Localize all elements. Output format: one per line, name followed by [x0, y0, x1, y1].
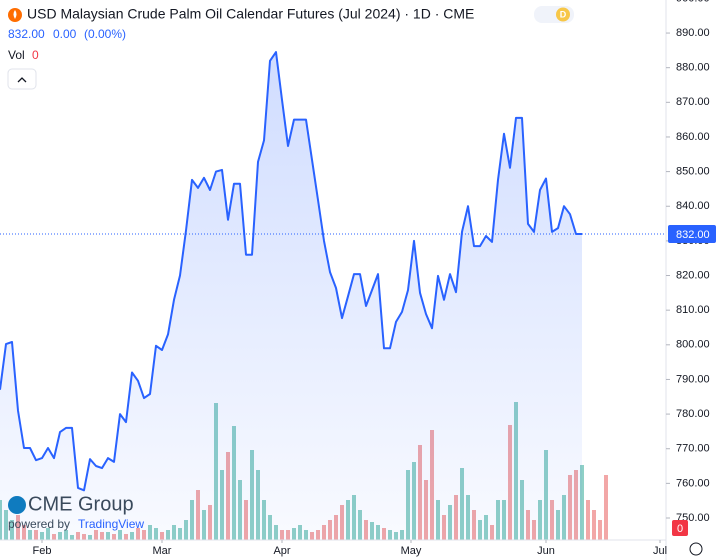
price-line: [0, 51, 582, 492]
volume-bar: [598, 520, 602, 540]
chart-title: USD Malaysian Crude Palm Oil Calendar Fu…: [27, 6, 474, 22]
change-pct: (0.00%): [84, 27, 126, 41]
y-tick-label: 820.00: [676, 269, 710, 281]
volume-bar: [592, 510, 596, 540]
collapse-button[interactable]: [7, 68, 37, 90]
y-tick-label: 770.00: [676, 443, 710, 455]
last-price-badge: [668, 224, 716, 243]
last-price: 832.00: [8, 27, 45, 41]
badge-dot: [556, 7, 570, 22]
y-tick-label: 840.00: [676, 200, 710, 212]
last-price-badge-label: 832.00: [676, 229, 710, 241]
x-tick-label: May: [401, 545, 422, 557]
y-tick-label: 900.00: [676, 0, 710, 4]
y-tick-label: 790.00: [676, 373, 710, 385]
badge: D: [560, 9, 567, 19]
y-tick-label: 850.00: [676, 166, 710, 178]
y-tick-label: 880.00: [676, 62, 710, 74]
y-tick-label: 870.00: [676, 96, 710, 108]
change: 0.00: [53, 27, 77, 41]
volume-bar: [586, 500, 590, 540]
volume-label: Vol: [8, 48, 25, 62]
x-tick-label: Mar: [153, 545, 172, 557]
price-area: [0, 52, 582, 540]
volume-value: 0: [32, 48, 39, 62]
collapse-icon: [17, 77, 27, 83]
y-tick-label: 890.00: [676, 27, 710, 39]
x-tick-label: Apr: [273, 545, 290, 557]
volume-badge: [672, 520, 688, 536]
logo-powered: powered by: [8, 517, 70, 531]
y-tick-label: 780.00: [676, 408, 710, 420]
y-tick-label: 800.00: [676, 339, 710, 351]
symbol-icon-flame: [13, 10, 17, 19]
volume-badge-label: 0: [677, 523, 683, 535]
x-tick-label: Feb: [33, 545, 52, 557]
plot-layer: [0, 51, 666, 540]
volume-bar: [604, 475, 608, 540]
x-tick-label: Jul: [653, 545, 667, 557]
x-tick-label: Jun: [537, 545, 555, 557]
axis-layer: 750.00760.00770.00780.00790.00800.00810.…: [33, 0, 716, 557]
logo-brand: CME Group: [28, 493, 134, 515]
logo-platform: TradingView: [78, 517, 144, 531]
y-tick-label: 760.00: [676, 477, 710, 489]
logo-icon: [8, 496, 26, 514]
settings-icon[interactable]: [689, 542, 703, 556]
y-tick-label: 860.00: [676, 131, 710, 143]
y-tick-label: 810.00: [676, 304, 710, 316]
